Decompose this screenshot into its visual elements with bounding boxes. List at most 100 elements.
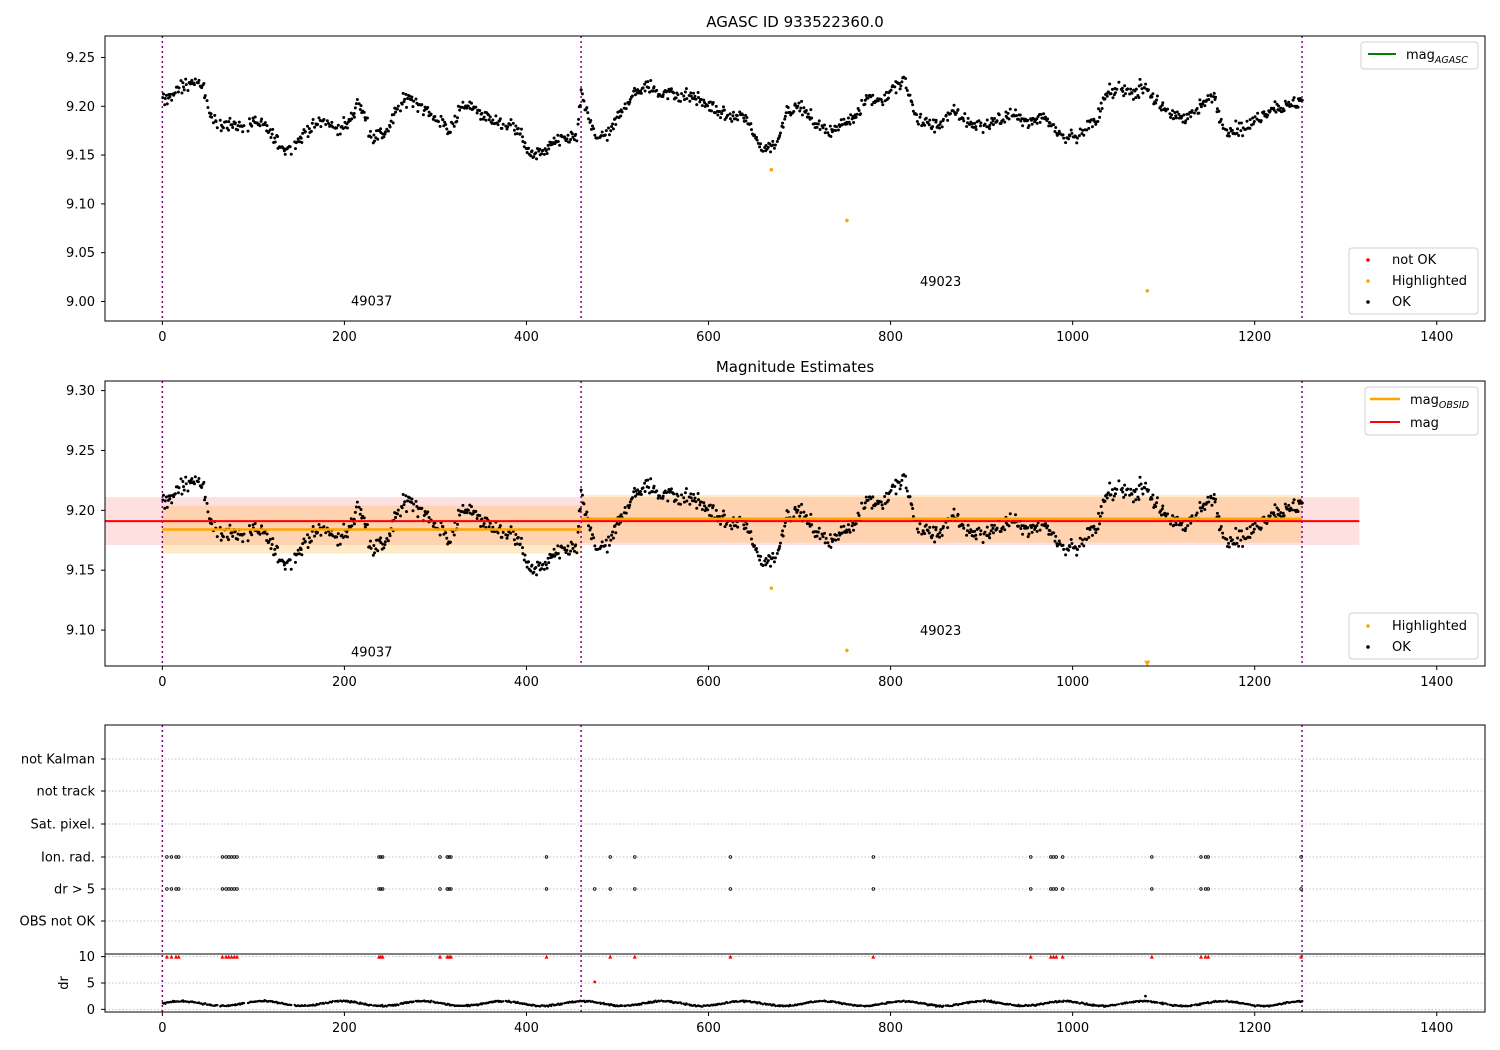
ok-point (515, 132, 519, 136)
ok-point (849, 113, 853, 117)
ok-point (251, 523, 255, 527)
ok-point (641, 86, 645, 90)
ok-point (619, 513, 623, 517)
ok-point (775, 139, 779, 143)
ok-point (1252, 120, 1256, 124)
ok-point (647, 485, 651, 489)
ok-point (443, 120, 447, 124)
ok-point (182, 85, 186, 89)
ok-point (1143, 86, 1147, 90)
ok-point (478, 108, 482, 112)
ok-point (1273, 100, 1277, 104)
ok-point (1110, 87, 1114, 91)
ok-point (577, 524, 581, 528)
ok-point (821, 535, 825, 539)
ok-point (1251, 523, 1255, 527)
ok-point (192, 83, 196, 87)
dr-clipped-marker (1198, 954, 1203, 959)
ok-point (331, 125, 335, 129)
ok-point (744, 526, 748, 530)
ok-point (1088, 527, 1092, 531)
ok-point (697, 498, 701, 502)
ok-point (995, 119, 999, 123)
ok-point (566, 133, 570, 137)
ok-point (1183, 529, 1187, 533)
dr-clipped-marker (1206, 954, 1211, 959)
y-tick-label: 9.10 (66, 624, 95, 639)
ok-point (438, 124, 442, 128)
ok-point (603, 544, 607, 548)
ok-point (963, 112, 967, 116)
ok-point (1235, 131, 1239, 135)
ok-point (991, 123, 995, 127)
ok-point (469, 101, 473, 105)
ok-point (410, 98, 414, 102)
ok-point (579, 488, 583, 492)
ok-point (373, 139, 377, 143)
dr-point (596, 1001, 600, 1005)
ok-point (396, 508, 400, 512)
ok-point (289, 152, 293, 156)
ok-point (834, 538, 838, 542)
ok-point (731, 114, 735, 118)
ok-point (372, 544, 376, 548)
ok-point (177, 86, 181, 90)
dr-point (1076, 1001, 1079, 1004)
ok-point (570, 132, 574, 136)
ok-point (1138, 475, 1142, 479)
ok-point (655, 489, 659, 493)
ok-point (580, 92, 584, 96)
ok-point (1287, 100, 1291, 104)
ok-point (761, 149, 765, 153)
flag-point (1029, 855, 1033, 859)
ok-point (628, 503, 632, 507)
ok-point (342, 116, 346, 120)
ok-point (614, 531, 618, 535)
dr-clipped-marker (608, 954, 613, 959)
dr-point (1117, 1002, 1121, 1006)
ok-point (403, 500, 407, 504)
ok-point (1235, 541, 1239, 545)
ok-point (379, 127, 383, 131)
ok-point (1062, 136, 1066, 140)
ok-point (585, 510, 589, 514)
dr-point (789, 1004, 792, 1008)
ok-point (997, 113, 1001, 117)
x-tick-label: 1200 (1238, 675, 1271, 690)
ok-point (730, 527, 734, 531)
ok-point (1297, 501, 1301, 505)
ok-point (1199, 105, 1203, 109)
dr-point (1058, 1000, 1062, 1003)
ok-point (703, 504, 707, 508)
ok-point (698, 100, 702, 104)
ok-point (793, 102, 797, 106)
x-tick-label: 1000 (1056, 675, 1089, 690)
ok-point (1141, 492, 1145, 496)
ok-point (1155, 496, 1159, 500)
ok-point (273, 140, 277, 144)
ok-point (1048, 121, 1052, 125)
ok-point (574, 132, 578, 136)
dr-clipped-marker (1060, 954, 1065, 959)
ok-point (1035, 117, 1039, 121)
ok-point (744, 113, 748, 117)
ok-point (1099, 505, 1103, 509)
ok-point (509, 531, 513, 535)
ok-point (259, 119, 263, 123)
ok-point (369, 135, 373, 139)
ok-point (834, 129, 838, 133)
ok-point (1219, 524, 1223, 528)
ok-point (386, 539, 390, 543)
dr-clipped-marker (448, 954, 453, 959)
ok-point (842, 117, 846, 121)
ok-point (753, 133, 757, 137)
ok-point (184, 77, 188, 81)
flag-point (379, 887, 383, 891)
ok-point (783, 524, 787, 528)
ok-point (336, 123, 340, 127)
ok-point (575, 551, 579, 555)
ok-point (802, 106, 806, 110)
ok-point (218, 118, 222, 122)
ok-point (400, 506, 404, 510)
ok-point (1008, 107, 1012, 111)
